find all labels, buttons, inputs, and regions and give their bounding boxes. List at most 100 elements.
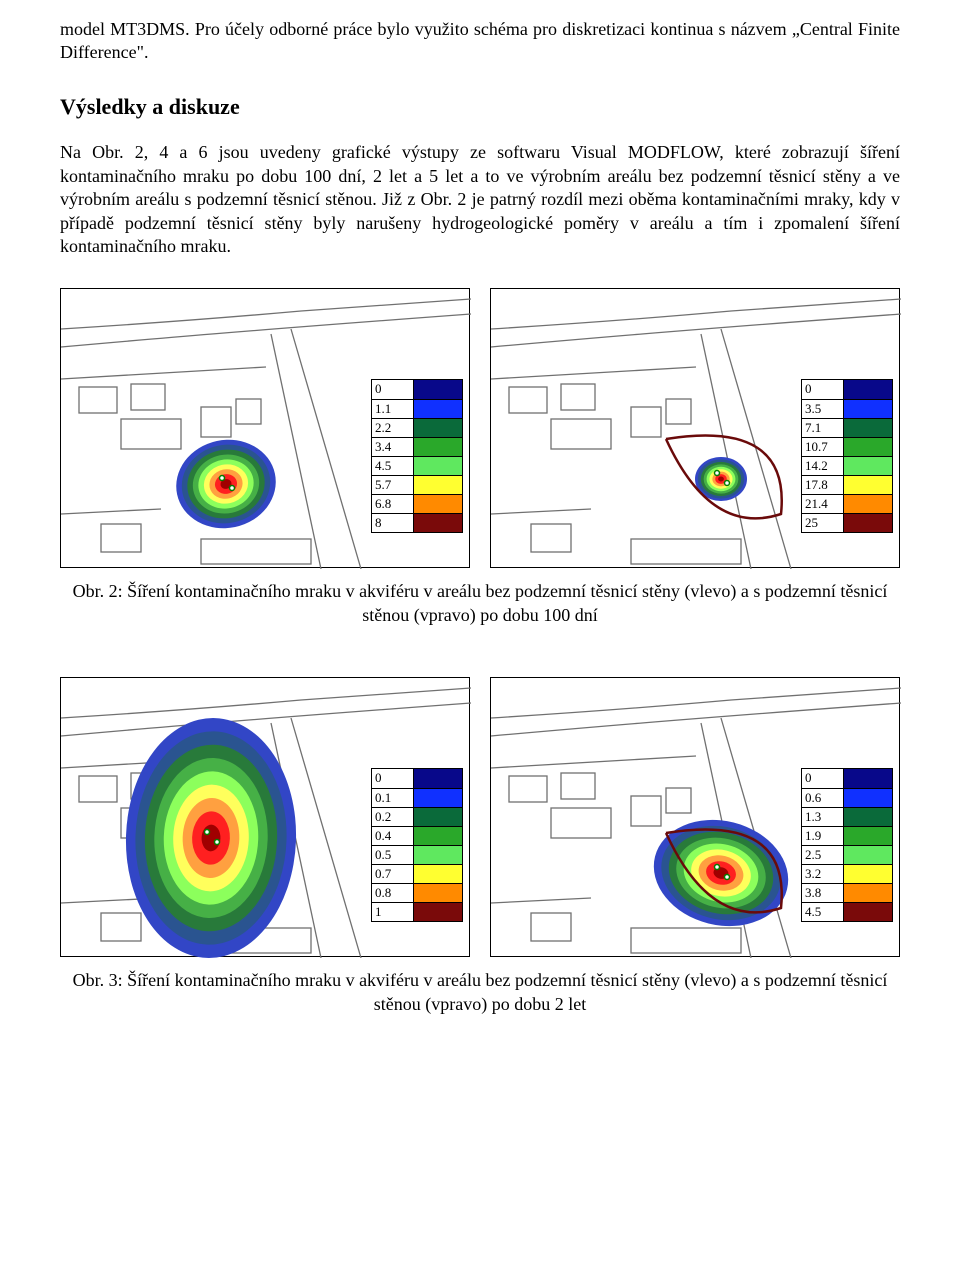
legend-label: 0.8 xyxy=(372,884,414,902)
legend-label: 2.2 xyxy=(372,419,414,437)
legend-swatch xyxy=(414,903,462,921)
section-heading: Výsledky a diskuze xyxy=(60,93,900,122)
legend-label: 0 xyxy=(802,380,844,399)
legend-swatch xyxy=(844,495,892,513)
legend-label: 2.5 xyxy=(802,846,844,864)
legend-swatch xyxy=(844,400,892,418)
legend-row: 1 xyxy=(372,902,462,921)
color-legend: 0 0.6 1.3 1.9 2.5 3.2 3.8 4.5 xyxy=(801,768,893,922)
legend-swatch xyxy=(414,380,462,399)
legend-row: 0.4 xyxy=(372,826,462,845)
legend-swatch xyxy=(414,476,462,494)
legend-row: 6.8 xyxy=(372,494,462,513)
legend-row: 7.1 xyxy=(802,418,892,437)
figure-3-row: 0 0.1 0.2 0.4 0.5 0.7 0.8 1 xyxy=(60,677,900,957)
legend-row: 3.8 xyxy=(802,883,892,902)
legend-label: 0.5 xyxy=(372,846,414,864)
legend-swatch xyxy=(844,438,892,456)
figure-2-left-panel: 0 1.1 2.2 3.4 4.5 5.7 6.8 8 xyxy=(60,288,470,568)
legend-row: 0 xyxy=(372,380,462,399)
legend-label: 0.4 xyxy=(372,827,414,845)
legend-row: 1.3 xyxy=(802,807,892,826)
legend-row: 3.5 xyxy=(802,399,892,418)
color-legend: 0 1.1 2.2 3.4 4.5 5.7 6.8 8 xyxy=(371,379,463,533)
legend-row: 0 xyxy=(802,380,892,399)
legend-row: 4.5 xyxy=(372,456,462,475)
legend-label: 0 xyxy=(802,769,844,788)
legend-row: 4.5 xyxy=(802,902,892,921)
color-legend: 0 0.1 0.2 0.4 0.5 0.7 0.8 1 xyxy=(371,768,463,922)
legend-label: 8 xyxy=(372,514,414,532)
legend-row: 0.8 xyxy=(372,883,462,902)
legend-row: 14.2 xyxy=(802,456,892,475)
legend-row: 0.1 xyxy=(372,788,462,807)
legend-swatch xyxy=(414,808,462,826)
color-legend: 0 3.5 7.1 10.7 14.2 17.8 21.4 25 xyxy=(801,379,893,533)
legend-row: 0.6 xyxy=(802,788,892,807)
legend-label: 4.5 xyxy=(372,457,414,475)
legend-swatch xyxy=(844,514,892,532)
legend-label: 3.4 xyxy=(372,438,414,456)
legend-label: 0.6 xyxy=(802,789,844,807)
legend-swatch xyxy=(414,789,462,807)
legend-row: 8 xyxy=(372,513,462,532)
figure-3-caption: Obr. 3: Šíření kontaminačního mraku v ak… xyxy=(60,969,900,1016)
legend-row: 25 xyxy=(802,513,892,532)
legend-swatch xyxy=(844,846,892,864)
legend-label: 1.9 xyxy=(802,827,844,845)
legend-swatch xyxy=(844,865,892,883)
legend-swatch xyxy=(414,514,462,532)
intro-paragraph: model MT3DMS. Pro účely odborné práce by… xyxy=(60,18,900,65)
legend-swatch xyxy=(414,457,462,475)
legend-swatch xyxy=(844,419,892,437)
legend-label: 5.7 xyxy=(372,476,414,494)
legend-swatch xyxy=(414,827,462,845)
legend-label: 25 xyxy=(802,514,844,532)
legend-swatch xyxy=(844,789,892,807)
legend-row: 1.9 xyxy=(802,826,892,845)
legend-label: 1.1 xyxy=(372,400,414,418)
legend-row: 0 xyxy=(802,769,892,788)
legend-swatch xyxy=(414,400,462,418)
legend-swatch xyxy=(844,808,892,826)
legend-swatch xyxy=(844,827,892,845)
legend-row: 0 xyxy=(372,769,462,788)
legend-label: 17.8 xyxy=(802,476,844,494)
legend-label: 0.7 xyxy=(372,865,414,883)
legend-label: 0.2 xyxy=(372,808,414,826)
legend-swatch xyxy=(844,380,892,399)
legend-label: 1.3 xyxy=(802,808,844,826)
legend-label: 3.8 xyxy=(802,884,844,902)
legend-row: 2.5 xyxy=(802,845,892,864)
legend-label: 21.4 xyxy=(802,495,844,513)
legend-label: 0 xyxy=(372,380,414,399)
legend-swatch xyxy=(844,884,892,902)
figure-2-row: 0 1.1 2.2 3.4 4.5 5.7 6.8 8 xyxy=(60,288,900,568)
legend-swatch xyxy=(414,438,462,456)
legend-swatch xyxy=(844,903,892,921)
legend-swatch xyxy=(414,846,462,864)
figure-3-right-panel: 0 0.6 1.3 1.9 2.5 3.2 3.8 4.5 xyxy=(490,677,900,957)
legend-label: 4.5 xyxy=(802,903,844,921)
legend-row: 0.7 xyxy=(372,864,462,883)
legend-row: 0.5 xyxy=(372,845,462,864)
legend-label: 3.2 xyxy=(802,865,844,883)
legend-swatch xyxy=(844,457,892,475)
figure-2-caption: Obr. 2: Šíření kontaminačního mraku v ak… xyxy=(60,580,900,627)
legend-label: 7.1 xyxy=(802,419,844,437)
legend-swatch xyxy=(414,769,462,788)
legend-swatch xyxy=(844,476,892,494)
legend-row: 5.7 xyxy=(372,475,462,494)
legend-swatch xyxy=(414,865,462,883)
legend-row: 3.2 xyxy=(802,864,892,883)
legend-row: 2.2 xyxy=(372,418,462,437)
legend-swatch xyxy=(414,495,462,513)
legend-swatch xyxy=(414,419,462,437)
legend-row: 10.7 xyxy=(802,437,892,456)
legend-row: 0.2 xyxy=(372,807,462,826)
figure-3-left-panel: 0 0.1 0.2 0.4 0.5 0.7 0.8 1 xyxy=(60,677,470,957)
figure-2-right-panel: 0 3.5 7.1 10.7 14.2 17.8 21.4 25 xyxy=(490,288,900,568)
legend-label: 10.7 xyxy=(802,438,844,456)
legend-row: 21.4 xyxy=(802,494,892,513)
legend-label: 14.2 xyxy=(802,457,844,475)
